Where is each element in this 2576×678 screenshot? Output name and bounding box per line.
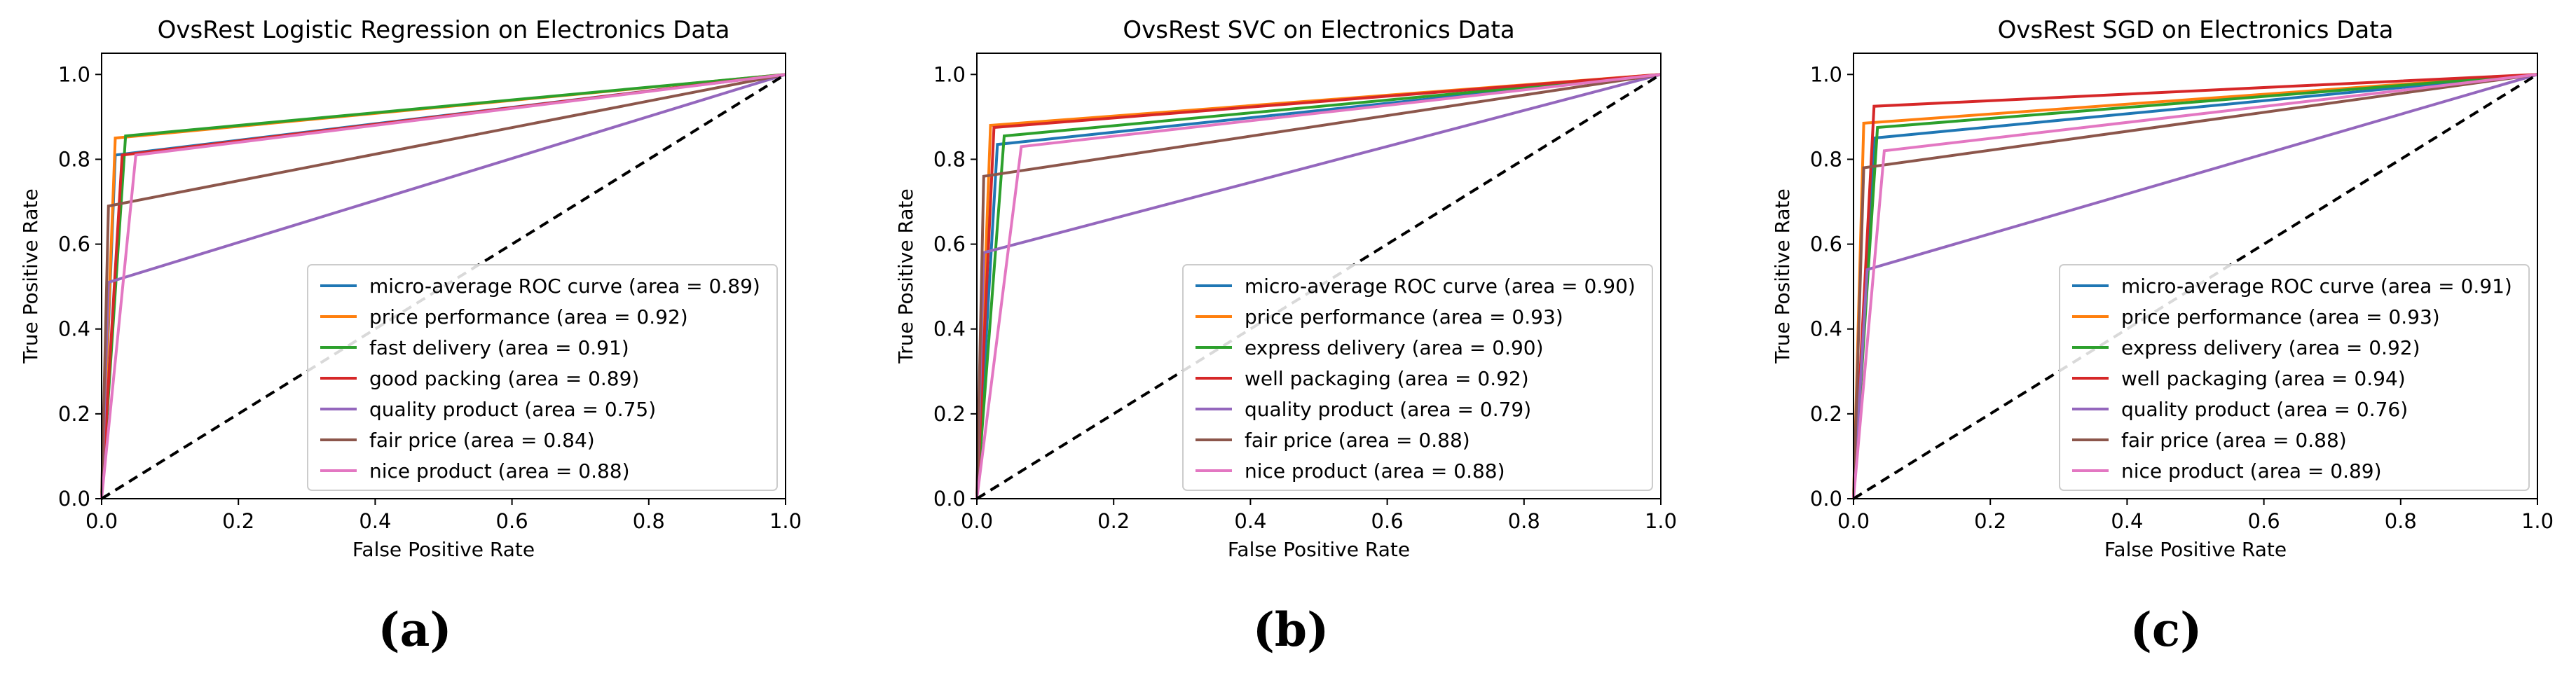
series-line xyxy=(1852,73,2538,499)
legend-entry: quality product (area = 0.76) xyxy=(2121,398,2408,421)
legend-entry: fair price (area = 0.88) xyxy=(2121,429,2347,452)
legend-entry: nice product (area = 0.89) xyxy=(2121,459,2382,483)
series-line xyxy=(975,73,1662,499)
x-tick-label: 0.0 xyxy=(1837,509,1870,533)
legend-entry: micro-average ROC curve (area = 0.90) xyxy=(1245,275,1636,298)
x-tick-label: 1.0 xyxy=(769,509,802,533)
legend-box xyxy=(2059,264,2530,491)
y-tick-label: 0.0 xyxy=(1810,487,1842,511)
x-tick-label: 1.0 xyxy=(1645,509,1677,533)
legend-box xyxy=(1182,264,1653,491)
x-tick-label: 0.4 xyxy=(1234,509,1266,533)
legend: micro-average ROC curve (area = 0.91) pri… xyxy=(2059,264,2530,491)
y-tick-label: 0.4 xyxy=(1810,317,1842,341)
x-tick-label: 0.6 xyxy=(496,509,528,533)
x-axis-label: False Positive Rate xyxy=(352,538,535,561)
x-tick-label: 0.4 xyxy=(2111,509,2143,533)
x-tick-label: 0.6 xyxy=(1371,509,1404,533)
legend-entry: quality product (area = 0.75) xyxy=(369,398,656,421)
series-line xyxy=(975,73,1662,499)
reference-diagonal-line xyxy=(975,73,1662,500)
x-tick-label: 0.2 xyxy=(222,509,254,533)
series-line xyxy=(975,73,1662,499)
series-line xyxy=(1852,73,2538,499)
x-tick-label: 0.8 xyxy=(633,509,665,533)
reference-diagonal-line xyxy=(1852,73,2539,500)
panel-label: (a) xyxy=(378,602,451,657)
legend: micro-average ROC curve (area = 0.90) pri… xyxy=(1182,264,1653,491)
y-tick-label: 1.0 xyxy=(1810,62,1842,86)
x-tick-label: 0.8 xyxy=(1508,509,1540,533)
y-tick-label: 0.6 xyxy=(1810,233,1842,256)
x-tick-label: 0.6 xyxy=(2248,509,2280,533)
y-tick-label: 0.8 xyxy=(933,147,966,171)
x-tick-label: 0.4 xyxy=(359,509,391,533)
x-tick-label: 0.2 xyxy=(1097,509,1130,533)
chart-title: OvsRest Logistic Regression on Electroni… xyxy=(158,16,730,44)
y-tick-label: 0.2 xyxy=(933,402,966,426)
x-tick-label: 0.8 xyxy=(2385,509,2417,533)
axes-frame xyxy=(976,53,1662,499)
axes-frame xyxy=(1853,53,2538,499)
legend-entry: express delivery (area = 0.90) xyxy=(1245,336,1544,359)
x-tick-label: 0.2 xyxy=(1974,509,2006,533)
legend-entry: price performance (area = 0.92) xyxy=(369,305,688,328)
y-tick-label: 0.8 xyxy=(1810,147,1842,171)
panel-label: (c) xyxy=(2130,602,2202,657)
legend-entry: micro-average ROC curve (area = 0.91) xyxy=(2121,275,2512,298)
reference-diagonal-line xyxy=(100,73,787,500)
legend: micro-average ROC curve (area = 0.89) pri… xyxy=(307,264,778,491)
legend-entry: price performance (area = 0.93) xyxy=(1245,305,1563,328)
series-line xyxy=(975,73,1662,499)
y-tick-label: 0.0 xyxy=(58,487,90,511)
legend-entry: nice product (area = 0.88) xyxy=(1245,459,1505,483)
chart-title: OvsRest SGD on Electronics Data xyxy=(1998,16,2394,44)
chart-title: OvsRest SVC on Electronics Data xyxy=(1123,16,1514,44)
series-line xyxy=(100,73,786,499)
legend-entry: express delivery (area = 0.92) xyxy=(2121,336,2420,359)
legend-entry: nice product (area = 0.88) xyxy=(369,459,630,483)
legend-entry: quality product (area = 0.79) xyxy=(1245,398,1531,421)
y-tick-label: 0.4 xyxy=(933,317,966,341)
legend-entry: price performance (area = 0.93) xyxy=(2121,305,2440,328)
x-axis-label: False Positive Rate xyxy=(1228,538,1410,561)
legend-entry: fair price (area = 0.84) xyxy=(369,429,595,452)
legend-entry: fast delivery (area = 0.91) xyxy=(369,336,629,359)
panel-label: (b) xyxy=(1253,602,1329,657)
x-tick-label: 1.0 xyxy=(2521,509,2554,533)
y-axis-label: True Positive Rate xyxy=(19,188,42,364)
chart-panel-2: OvsRest SVC on Electronics Data 0.0 0.2 0.4… xyxy=(894,16,1677,657)
legend-entry: well packaging (area = 0.94) xyxy=(2121,367,2406,390)
y-tick-label: 0.2 xyxy=(1810,402,1842,426)
y-tick-label: 1.0 xyxy=(933,62,966,86)
y-tick-label: 0.0 xyxy=(933,487,966,511)
x-axis-label: False Positive Rate xyxy=(2104,538,2287,561)
series-line xyxy=(1852,73,2538,499)
y-tick-label: 0.8 xyxy=(58,147,90,171)
chart-panel-3: OvsRest SGD on Electronics Data 0.0 0.2 0.4… xyxy=(1771,16,2554,657)
legend-entry: good packing (area = 0.89) xyxy=(369,367,639,390)
y-axis-label: True Positive Rate xyxy=(1771,188,1794,364)
series-line xyxy=(100,73,786,499)
y-tick-label: 0.2 xyxy=(58,402,90,426)
x-tick-label: 0.0 xyxy=(85,509,118,533)
legend-entry: well packaging (area = 0.92) xyxy=(1245,367,1529,390)
y-tick-label: 0.6 xyxy=(933,233,966,256)
y-axis-label: True Positive Rate xyxy=(894,188,917,364)
y-tick-label: 0.6 xyxy=(58,233,90,256)
legend-entry: fair price (area = 0.88) xyxy=(1245,429,1470,452)
y-tick-label: 1.0 xyxy=(58,62,90,86)
axes-frame xyxy=(101,53,786,499)
legend-entry: micro-average ROC curve (area = 0.89) xyxy=(369,275,760,298)
x-tick-label: 0.0 xyxy=(961,509,993,533)
series-line xyxy=(975,73,1662,499)
y-tick-label: 0.4 xyxy=(58,317,90,341)
legend-box xyxy=(307,264,778,491)
chart-panel-1: OvsRest Logistic Regression on Electroni… xyxy=(19,16,802,657)
